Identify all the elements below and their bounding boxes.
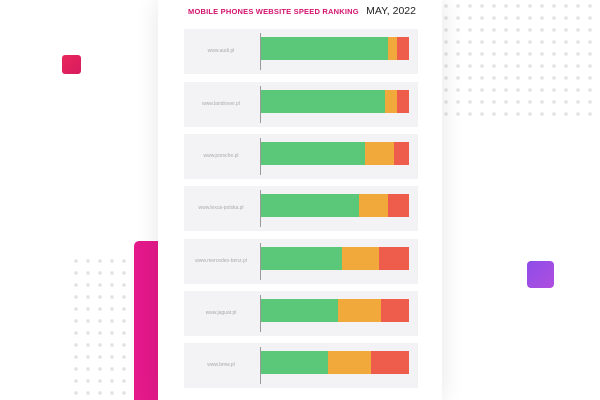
bar-segment-poor [379,247,409,270]
decorative-purple-square [527,261,554,288]
bar-axis-line [260,347,261,384]
bar-segment-poor [370,351,409,374]
bar-segment-poor [397,37,409,60]
bar-segment-medium [327,351,371,374]
category-label: www.bmw.pl [207,362,235,368]
bar-segment-poor [397,90,409,113]
bar-segment-poor [388,194,409,217]
bar-axis-line [260,190,261,227]
bar-axis-line [260,295,261,332]
bar-segment-poor [394,142,409,165]
bar-segment-medium [337,299,381,322]
chart-date: MAY, 2022 [366,5,416,17]
dot-pattern-top-right [440,0,600,120]
bar-segment-poor [380,299,409,322]
bar-segment-good [261,37,389,60]
category-label: www.jaguar.pl [205,310,237,316]
bar-segment-good [261,247,343,270]
category-label: www.mercedes-benz.pl [195,258,247,264]
bar-segment-good [261,351,328,374]
bar-axis-line [260,138,261,175]
chart-row: www.lexus-polska.pl [184,186,418,231]
bar-segment-medium [342,247,380,270]
chart-row: www.landrover.pl [184,82,418,127]
bar-segment-good [261,299,338,322]
category-label: www.audi.pl [207,48,235,54]
bar-segment-medium [388,37,398,60]
bar-segment-good [261,142,365,165]
chart-row: www.bmw.pl [184,343,418,388]
category-label: www.lexus-polska.pl [198,205,244,211]
chart-row: www.mercedes-benz.pl [184,239,418,284]
bar-axis-line [260,86,261,123]
bar-segment-good [261,194,359,217]
decorative-red-square [62,55,81,74]
chart-row: www.audi.pl [184,29,418,74]
bar-segment-medium [364,142,395,165]
chart-title: MOBILE PHONES WEBSITE SPEED RANKING [188,7,359,16]
chart-row: www.jaguar.pl [184,291,418,336]
bar-segment-medium [358,194,389,217]
chart-row: www.porsche.pl [184,134,418,179]
bar-segment-medium [385,90,398,113]
category-label: www.porsche.pl [203,153,239,159]
category-label: www.landrover.pl [202,101,240,107]
bar-axis-line [260,243,261,280]
bar-axis-line [260,33,261,70]
ranking-card: MOBILE PHONES WEBSITE SPEED RANKING MAY,… [158,0,442,400]
bar-segment-good [261,90,386,113]
